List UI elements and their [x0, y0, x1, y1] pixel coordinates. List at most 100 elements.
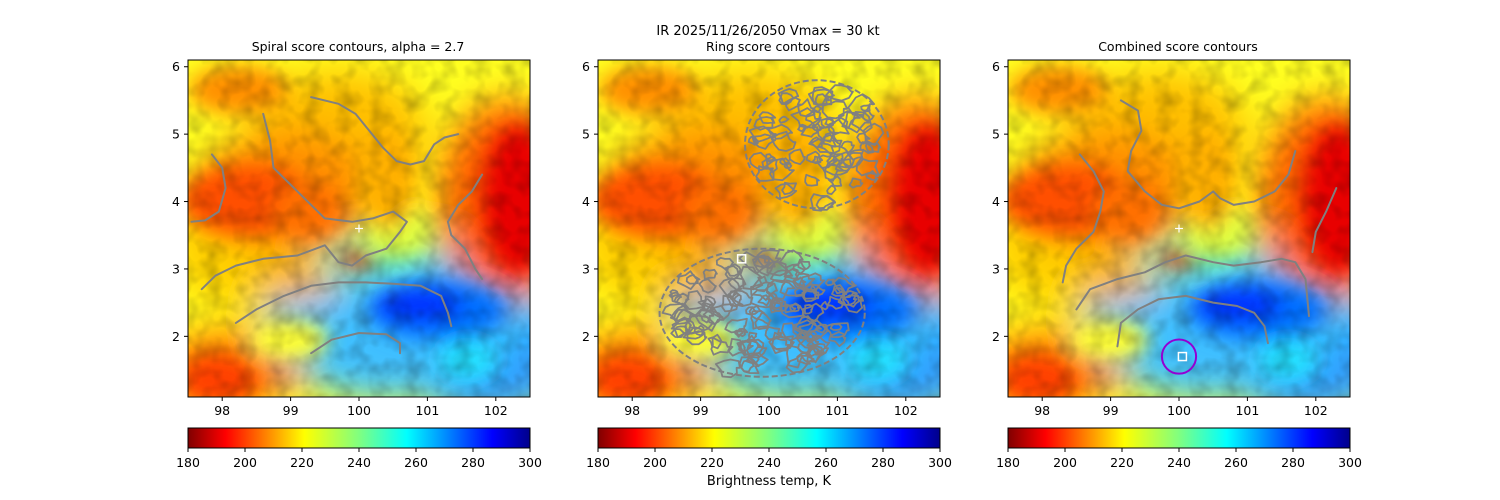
ring-contour — [750, 289, 779, 309]
y-tick-label: 2 — [582, 329, 590, 344]
ring-contour — [792, 260, 806, 275]
y-tick-label: 4 — [582, 194, 590, 209]
ring-contour — [724, 265, 742, 281]
ring-contour — [739, 265, 764, 291]
ring-contour — [788, 148, 806, 166]
ring-contour — [747, 135, 759, 146]
ring-contour — [676, 270, 701, 290]
colorbar-tick-label: 200 — [643, 455, 667, 470]
ring-contour — [728, 290, 741, 300]
colorbar-tick-label: 300 — [518, 455, 542, 470]
ring-contour — [671, 317, 696, 339]
ring-contour — [711, 303, 734, 320]
ring-contour — [683, 290, 706, 310]
colorbar: 180 200 220 240 260 280 300 — [996, 427, 1362, 470]
suptitle-and-panel-title: Ring score contours — [706, 39, 830, 54]
colorbar-label: Brightness temp, K — [707, 474, 832, 489]
colorbar-tick-label: 240 — [1167, 455, 1191, 470]
ring-contour — [693, 324, 705, 337]
colorbar-tick-label: 280 — [871, 455, 895, 470]
x-tick-label: 100 — [757, 403, 781, 418]
best-center-square-marker — [1177, 351, 1188, 362]
colorbar-tick-label: 200 — [1053, 455, 1077, 470]
ring-contour — [757, 294, 772, 307]
ring-contour — [702, 268, 718, 280]
ring-contour — [746, 338, 768, 359]
ring-contour — [798, 272, 825, 291]
colorbar-gradient — [187, 427, 531, 449]
x-tick-label: 100 — [347, 403, 371, 418]
ring-contour — [750, 310, 772, 330]
ring-contour — [770, 130, 797, 152]
colorbar-gradient — [1007, 427, 1351, 449]
colorbar-tick-label: 180 — [586, 455, 610, 470]
colorbar-tick-label: 180 — [176, 455, 200, 470]
ring-contour — [698, 309, 715, 324]
ring-contour — [855, 157, 880, 177]
panel-title: Spiral score contours, alpha = 2.7 — [252, 39, 465, 54]
colorbar-tick-label: 260 — [404, 455, 428, 470]
contour-line — [200, 112, 408, 291]
panel-spiral: Spiral score contours, alpha = 2.7 98 99 1… — [172, 39, 542, 470]
ring-contour — [800, 125, 820, 138]
ring-contour — [781, 181, 797, 196]
ring-contour — [766, 279, 796, 300]
ring-contour — [771, 331, 794, 354]
colorbar: 180 200 220 240 260 280 300 — [176, 427, 542, 470]
ring-contour — [697, 298, 715, 311]
ring-contour — [748, 125, 777, 144]
ring-contour — [761, 155, 778, 174]
y-tick-label: 4 — [992, 194, 1000, 209]
ring-contour — [698, 278, 717, 294]
panel-ring: Ring score contours 98 99 100 101 102 2 3 4 5 6 1… — [582, 39, 952, 489]
ring-region-boundary — [658, 247, 866, 378]
ring-contour — [750, 281, 778, 301]
ring-contour — [777, 88, 800, 105]
contour-line — [1119, 99, 1297, 210]
x-tick-label: 101 — [825, 403, 849, 418]
x-tick-label: 99 — [693, 403, 709, 418]
ring-contour — [726, 292, 742, 308]
colorbar-tick-label: 260 — [814, 455, 838, 470]
colorbar-tick-label: 220 — [290, 455, 314, 470]
contour-line — [1061, 153, 1105, 284]
y-tick-label: 6 — [172, 59, 180, 74]
ring-contour — [765, 157, 795, 182]
panel-combined: Combined score contours 98 99 100 101 102 2 3 4… — [992, 39, 1362, 470]
contour-line — [1116, 294, 1269, 348]
contour-line — [446, 173, 484, 281]
ring-contour — [829, 323, 843, 331]
ring-contour — [783, 267, 799, 280]
ring-contour — [831, 284, 847, 297]
contour-line — [234, 281, 453, 328]
ring-contour — [862, 122, 885, 146]
colorbar-tick-label: 260 — [1224, 455, 1248, 470]
x-tick-label: 98 — [1034, 403, 1050, 418]
ring-contour — [798, 318, 829, 342]
contour-line — [310, 96, 460, 166]
ring-contour — [824, 278, 835, 287]
ring-contour — [754, 317, 771, 330]
center-plus-marker — [355, 224, 363, 233]
ring-contour — [781, 322, 804, 341]
colorbar-tick-label: 220 — [1110, 455, 1134, 470]
ring-contour — [865, 140, 882, 153]
ring-contour — [848, 148, 865, 161]
ring-contour — [707, 333, 723, 350]
ring-contour — [811, 86, 835, 106]
ring-contour — [797, 123, 807, 133]
colorbar-tick-label: 240 — [347, 455, 371, 470]
colorbar-tick-label: 240 — [757, 455, 781, 470]
center-plus-marker — [1175, 224, 1183, 233]
x-tick-label: 102 — [484, 403, 508, 418]
ring-contour — [753, 116, 776, 131]
ring-contour — [826, 184, 837, 195]
y-tick-label: 3 — [172, 261, 180, 276]
contour-line — [310, 332, 401, 355]
ring-contour — [851, 111, 873, 134]
colorbar: 180 200 220 240 260 280 300 — [586, 427, 952, 470]
ring-contour — [859, 141, 875, 154]
ring-contour — [738, 334, 762, 358]
ring-contour — [714, 358, 741, 379]
y-tick-label: 3 — [582, 261, 590, 276]
